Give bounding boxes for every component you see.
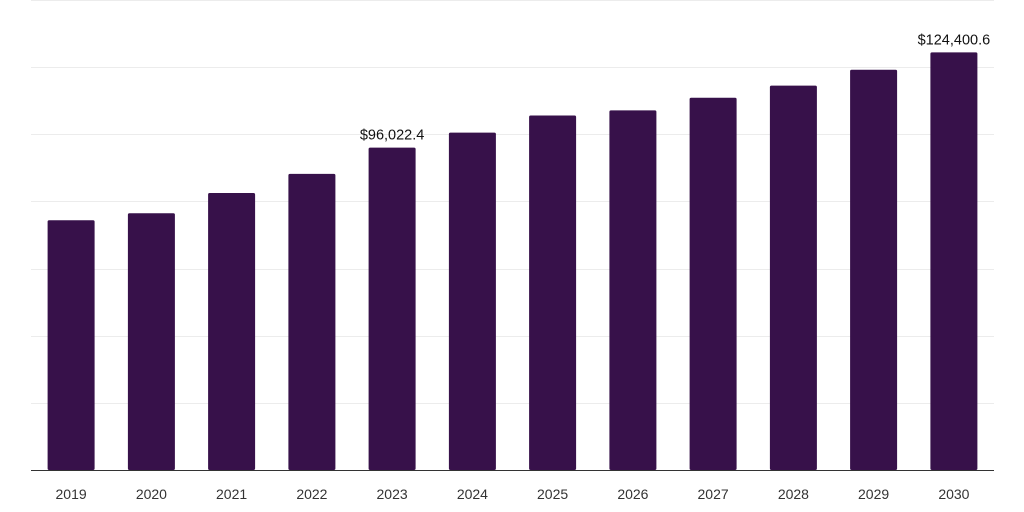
bar-2027 [689,97,737,470]
x-tick-label-2030: 2030 [938,486,969,502]
x-tick-label-2025: 2025 [537,486,568,502]
data-label-2030: $124,400.6 [918,32,991,48]
bars [47,52,978,471]
x-tick-label-2027: 2027 [698,486,729,502]
x-tick-label-2029: 2029 [858,486,889,502]
bar-2029 [850,69,898,471]
x-tick-label-2021: 2021 [216,486,247,502]
bar-2028 [769,85,817,470]
bar-2024 [448,132,496,470]
x-tick-label-2019: 2019 [56,486,87,502]
x-tick-label-2024: 2024 [457,486,488,502]
x-axis-ticks: 2019 2020 2021 2022 2023 2024 2025 2026 2027 2028… [56,486,970,502]
bar-2025 [529,115,577,470]
bar-2019 [47,220,95,470]
bar-2021 [208,193,256,470]
data-labels: $96,022.4 $124,400.6 [360,32,990,143]
x-tick-label-2020: 2020 [136,486,167,502]
data-label-2023: $96,022.4 [360,128,425,144]
bar-2020 [127,213,175,470]
bar-2026 [609,110,657,471]
x-tick-label-2023: 2023 [377,486,408,502]
gridlines [31,0,994,404]
x-tick-label-2028: 2028 [778,486,809,502]
x-tick-label-2022: 2022 [296,486,327,502]
x-tick-label-2026: 2026 [617,486,648,502]
bar-2022 [288,173,336,470]
bar-2030 [930,52,978,471]
bar-2023 [368,147,416,470]
